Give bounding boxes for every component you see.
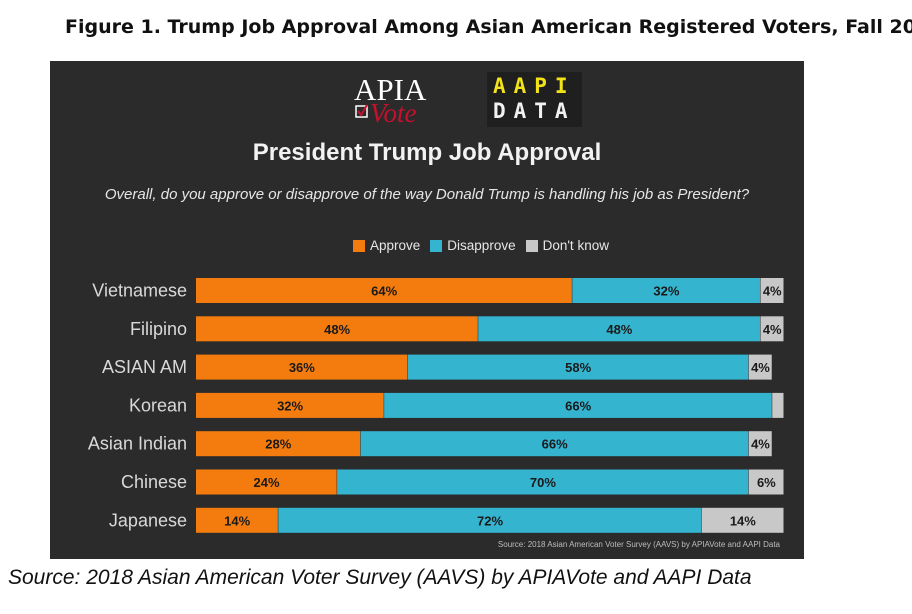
data-label-approve-chinese: 24% [254,475,280,490]
category-label-korean: Korean [129,395,187,415]
bar-approve-vietnamese [196,278,572,303]
data-label-disapprove-chinese: 70% [530,475,556,490]
legend-item-dont-know: Don't know [525,238,609,253]
category-label-filipino: Filipino [130,319,187,339]
chart-source-note: Source: 2018 Asian American Voter Survey… [497,540,780,549]
data-label-don-t-know-chinese: 6% [757,475,776,490]
bar-approve-japanese [196,507,278,533]
apiavote-logo-top: APIA [354,72,427,107]
data-label-approve-korean: 32% [277,398,303,413]
data-label-don-t-know-vietnamese: 4% [763,284,782,299]
apiavote-logo-script: Vote [370,98,417,126]
category-label-asian-am: ASIAN AM [102,357,187,377]
data-label-disapprove-asian-am: 58% [565,360,591,375]
bar-disapprove-asian-indian [360,431,749,457]
data-label-approve-asian-am: 36% [289,360,315,375]
figure-caption: Figure 1. Trump Job Approval Among Asian… [65,16,912,38]
apiavote-logo: APIA Vote [354,72,427,126]
data-label-don-t-know-filipino: 4% [763,322,782,337]
data-label-approve-asian-indian: 28% [265,437,291,452]
legend-label-approve: Approve [370,238,421,253]
aapi-logo-line1: AAPI [493,74,576,98]
bar-disapprove-vietnamese [572,278,760,303]
category-label-chinese: Chinese [121,472,187,492]
category-label-vietnamese: Vietnamese [92,281,187,301]
aapi-data-logo: AAPI DATA [487,72,582,127]
data-label-don-t-know-asian-am: 4% [751,360,770,375]
category-label-japanese: Japanese [109,510,187,530]
chart-subtitle: Overall, do you approve or disapprove of… [104,186,750,203]
legend-swatch-dont-know [525,239,538,252]
data-label-disapprove-filipino: 48% [606,322,632,337]
bar-don-t-know-asian-am [748,354,772,380]
category-label-asian-indian: Asian Indian [88,434,187,454]
data-label-approve-vietnamese: 64% [371,284,397,299]
checkbox-icon [355,105,368,118]
data-label-approve-filipino: 48% [324,322,350,337]
aapi-logo-line2: DATA [493,99,576,123]
legend-label-dont-know: Don't know [542,238,609,253]
bar-approve-asian-am [196,354,408,380]
data-label-don-t-know-japanese: 14% [730,513,756,528]
legend-swatch-disapprove [430,239,443,252]
legend-label-disapprove: Disapprove [447,238,516,253]
data-label-disapprove-asian-indian: 66% [542,437,568,452]
bar-don-t-know-chinese [748,469,784,495]
legend-item-approve: Approve [353,238,420,253]
data-label-disapprove-japanese: 72% [477,513,503,528]
data-label-disapprove-vietnamese: 32% [653,284,679,299]
bar-approve-korean [196,392,384,418]
legend-item-disapprove: Disapprove [430,238,516,253]
data-label-don-t-know-asian-indian: 4% [751,437,770,452]
bar-approve-asian-indian [196,431,361,457]
data-label-approve-japanese: 14% [224,513,250,528]
legend-swatch-approve [353,239,365,252]
bar-approve-filipino [196,316,478,342]
bar-disapprove-asian-am [407,354,749,380]
data-label-disapprove-korean: 66% [565,398,591,413]
bar-don-t-know-filipino [760,316,784,342]
bar-don-t-know-asian-indian [748,431,772,457]
bar-disapprove-chinese [337,469,749,495]
bar-approve-chinese [196,469,337,495]
bar-don-t-know-vietnamese [760,278,784,303]
stacked-bar-chart: Vietnamese 64% 32% 4% Filipino 48% 48% 4% ASIAN … [88,278,784,533]
bar-don-t-know-japanese [701,507,784,533]
bar-disapprove-japanese [278,507,702,533]
chart-legend: Approve Disapprove Don't know [353,238,619,253]
bar-disapprove-filipino [478,316,760,342]
bar-disapprove-korean [384,392,772,418]
chart-title: President Trump Job Approval [252,139,602,166]
bar-don-t-know-korean [772,392,784,418]
page-source: Source: 2018 Asian American Voter Survey… [8,566,752,589]
checkmark-icon [357,104,368,117]
